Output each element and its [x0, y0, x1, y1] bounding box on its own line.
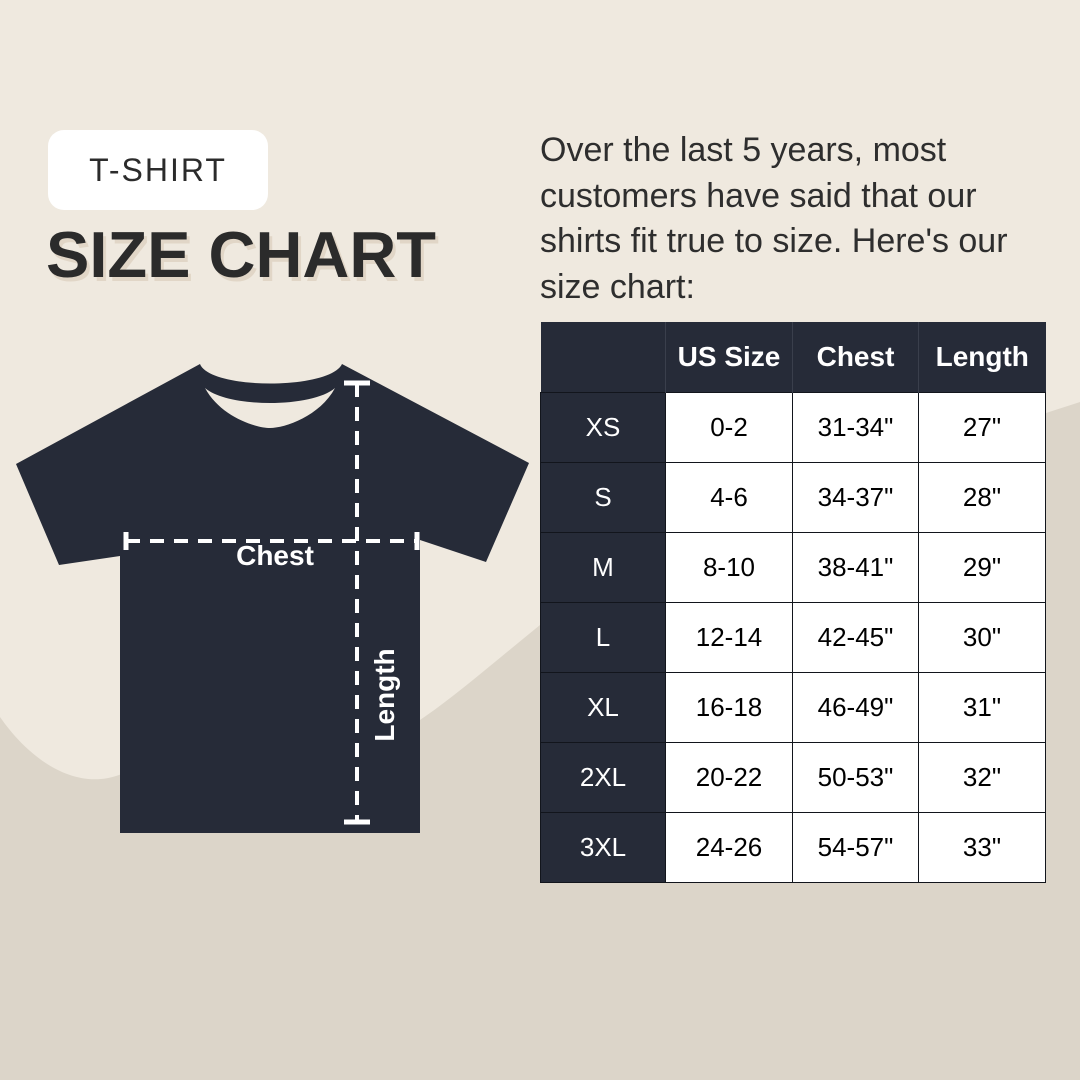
- svg-text:Chest: Chest: [236, 540, 314, 571]
- svg-text:Length: Length: [369, 648, 400, 741]
